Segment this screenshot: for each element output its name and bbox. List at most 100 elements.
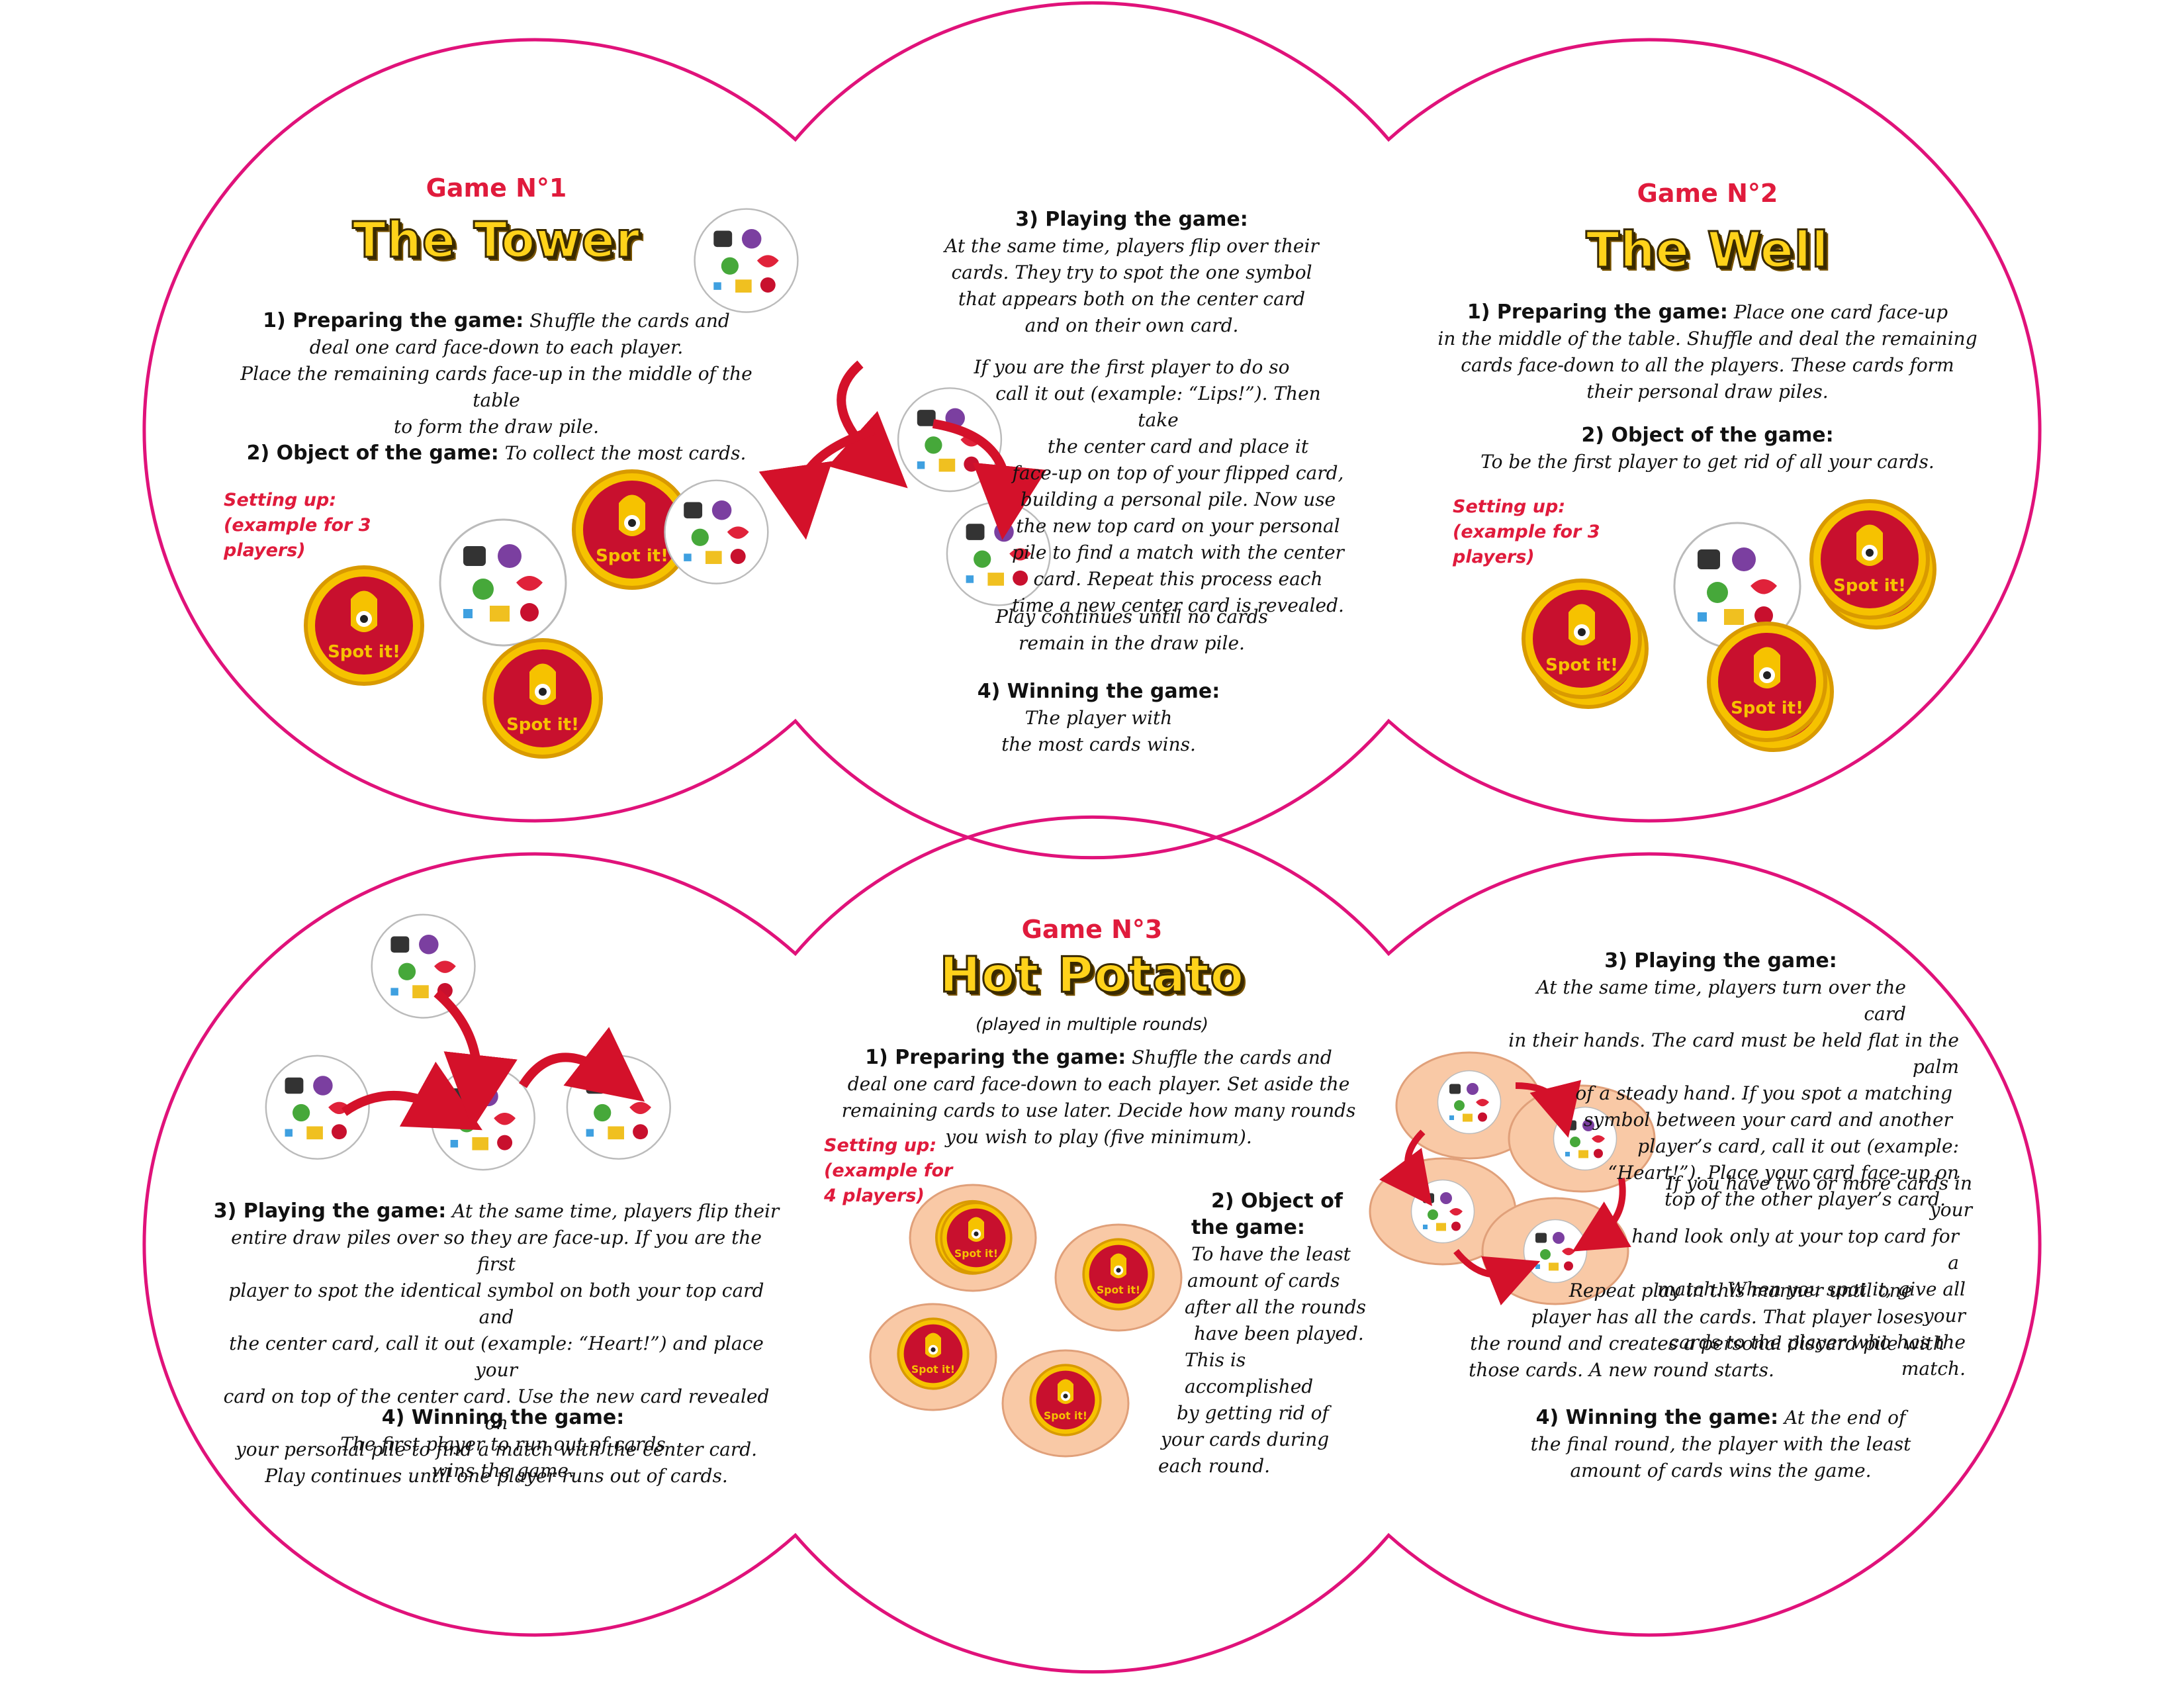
multi-line: hand look only at your top card for a xyxy=(1631,1225,1959,1274)
object-section: 2) Object of the game: To collect the mo… xyxy=(218,440,774,467)
object-line: each round. xyxy=(1158,1455,1271,1477)
symbol-card-icon xyxy=(694,208,799,313)
object-section: 2) Object of the game: To be the first p… xyxy=(1423,422,1992,475)
win-heading: 4) Winning the game: xyxy=(381,1406,625,1429)
match-line: call it out (example: “Lips!”). Then tak… xyxy=(995,383,1321,431)
play-line: symbol between your card and another xyxy=(1583,1109,1952,1131)
object-heading: 2) Object of the game: xyxy=(246,442,499,465)
play-line: entire draw piles over so they are face-… xyxy=(231,1227,762,1275)
repeat-line: player has all the cards. That player lo… xyxy=(1531,1306,1924,1328)
win-line: At the end of xyxy=(1784,1407,1906,1429)
game-label: Game N°1 xyxy=(426,173,567,203)
object-line: have been played. xyxy=(1194,1323,1364,1344)
match-section: If you are the first player to do so cal… xyxy=(973,354,1383,619)
card-back-icon xyxy=(1811,501,1928,618)
prep-line: to form the draw pile. xyxy=(394,416,599,438)
game-label: Game N°2 xyxy=(1637,179,1778,208)
prep-line: Place one card face-up xyxy=(1733,301,1948,323)
match-line: card. Repeat this process each xyxy=(1033,568,1323,590)
play-line: top of the other player’s card. xyxy=(1664,1188,1946,1210)
play-line: card on top of the center card. Use the … xyxy=(223,1385,770,1434)
repeat-line: the round and creates a personal discard… xyxy=(1470,1333,1945,1354)
symbol-card-icon xyxy=(664,479,769,585)
top-row-outline xyxy=(142,1,2042,860)
object-line: This is accomplished xyxy=(1185,1349,1314,1397)
prep-heading: 1) Preparing the game: xyxy=(865,1046,1126,1069)
match-line: the center card and place it xyxy=(1047,436,1309,457)
arrow-icon xyxy=(341,1061,482,1131)
win-line: the most cards wins. xyxy=(1001,733,1196,755)
game-subtitle: (played in multiple rounds) xyxy=(975,1015,1209,1035)
multi-section: If you have two or more cards in your ha… xyxy=(1628,1170,1999,1382)
match-line: face-up on top of your flipped card, xyxy=(1012,462,1344,484)
prep-line: their personal draw piles. xyxy=(1586,381,1829,402)
setup-line: (example for 3 players) xyxy=(224,515,371,561)
play-line: in their hands. The card must be held fl… xyxy=(1508,1029,1959,1078)
card-back-icon xyxy=(1029,1364,1102,1436)
continue-section: Play continues until no cards remain in … xyxy=(993,604,1271,657)
multi-line: match. When you spot it, give all your xyxy=(1657,1278,1966,1327)
prep-line: deal one card face-down to each player. xyxy=(309,336,684,358)
match-line: If you are the first player to do so xyxy=(974,356,1290,378)
match-line: building a personal pile. Now use xyxy=(1020,489,1336,510)
object-heading: 2) Object of xyxy=(1211,1190,1343,1213)
arrow-icon xyxy=(1453,1248,1541,1305)
symbol-card-icon xyxy=(371,914,476,1019)
play-heading: 3) Playing the game: xyxy=(1604,949,1837,972)
hot-potato-play-illustration xyxy=(1369,1051,1656,1305)
symbol-card-icon xyxy=(1437,1070,1502,1135)
object-heading: 2) Object of the game: xyxy=(1581,424,1834,447)
win-heading: 4) Winning the game: xyxy=(977,680,1220,703)
setup-note: Setting up: (example for 3 players) xyxy=(1453,494,1678,570)
prep-line: Shuffle the cards and xyxy=(1132,1047,1332,1068)
symbol-card-icon xyxy=(1523,1219,1588,1284)
prep-heading: 1) Preparing the game: xyxy=(1467,301,1728,324)
arrow-icon xyxy=(1379,1129,1432,1207)
symbol-card-icon xyxy=(1410,1179,1475,1244)
prep-section: 1) Preparing the game: Shuffle the cards… xyxy=(827,1045,1370,1150)
play-line: “Heart!”). Place your card face-up on xyxy=(1608,1162,1959,1184)
continue-line: Play continues until no cards xyxy=(995,606,1268,628)
repeat-section: Repeat play in this manner until one pla… xyxy=(1456,1278,1959,1383)
arrow-icon xyxy=(932,419,1047,540)
play-heading: 3) Playing the game: xyxy=(1015,208,1248,231)
repeat-line: Repeat play in this manner until one xyxy=(1569,1280,1913,1301)
arrow-icon xyxy=(519,1027,645,1102)
game-title: Hot Potato xyxy=(938,946,1245,1005)
arrow-icon xyxy=(758,426,876,540)
object-line: after all the rounds xyxy=(1185,1296,1367,1318)
win-section: 4) Winning the game: At the end of the f… xyxy=(1482,1405,1959,1484)
prep-line: cards face-down to all the players. Thes… xyxy=(1461,354,1954,376)
card-back-icon xyxy=(1709,624,1825,740)
arrow-icon xyxy=(827,360,908,489)
multi-line: cards to the player who has the match. xyxy=(1668,1331,1966,1380)
play-line: and on their own card. xyxy=(1024,314,1239,336)
prep-line: remaining cards to use later. Decide how… xyxy=(841,1100,1356,1121)
prep-line: in the middle of the table. Shuffle and … xyxy=(1437,328,1978,350)
arrow-icon xyxy=(1515,1080,1582,1138)
symbol-card-icon xyxy=(439,518,567,647)
prep-line: you wish to play (five minimum). xyxy=(945,1126,1252,1148)
match-line: time a new center card is revealed. xyxy=(1012,594,1344,616)
arrow-icon xyxy=(1572,1178,1631,1252)
match-line: pile to find a match with the center xyxy=(1012,541,1344,563)
win-section: 4) Winning the game: The player with the… xyxy=(933,679,1264,758)
repeat-line: those cards. A new round starts. xyxy=(1469,1359,1774,1381)
symbol-card-icon xyxy=(430,1066,535,1171)
play-heading: 3) Playing the game: xyxy=(213,1199,447,1223)
prep-heading: 1) Preparing the game: xyxy=(263,309,524,332)
continue-line: remain in the draw pile. xyxy=(1019,632,1245,654)
prep-line: Shuffle the cards and xyxy=(529,310,730,332)
object-line: To have the least xyxy=(1191,1243,1351,1265)
setup-line: (example for xyxy=(824,1160,953,1181)
win-section: 4) Winning the game: The first player to… xyxy=(318,1405,688,1484)
win-line: The first player to run out of cards xyxy=(340,1433,666,1455)
well-play-illustration xyxy=(265,914,671,1171)
object-section: 2) Object of the game: To have the least… xyxy=(1158,1188,1370,1479)
game-label: Game N°3 xyxy=(1021,915,1163,944)
play-line: At the same time, players flip their xyxy=(452,1200,780,1222)
play-line: of a steady hand. If you spot a matching xyxy=(1575,1082,1952,1104)
play-line: the center card, call it out (example: “… xyxy=(229,1333,764,1381)
card-back-icon xyxy=(1082,1238,1155,1311)
